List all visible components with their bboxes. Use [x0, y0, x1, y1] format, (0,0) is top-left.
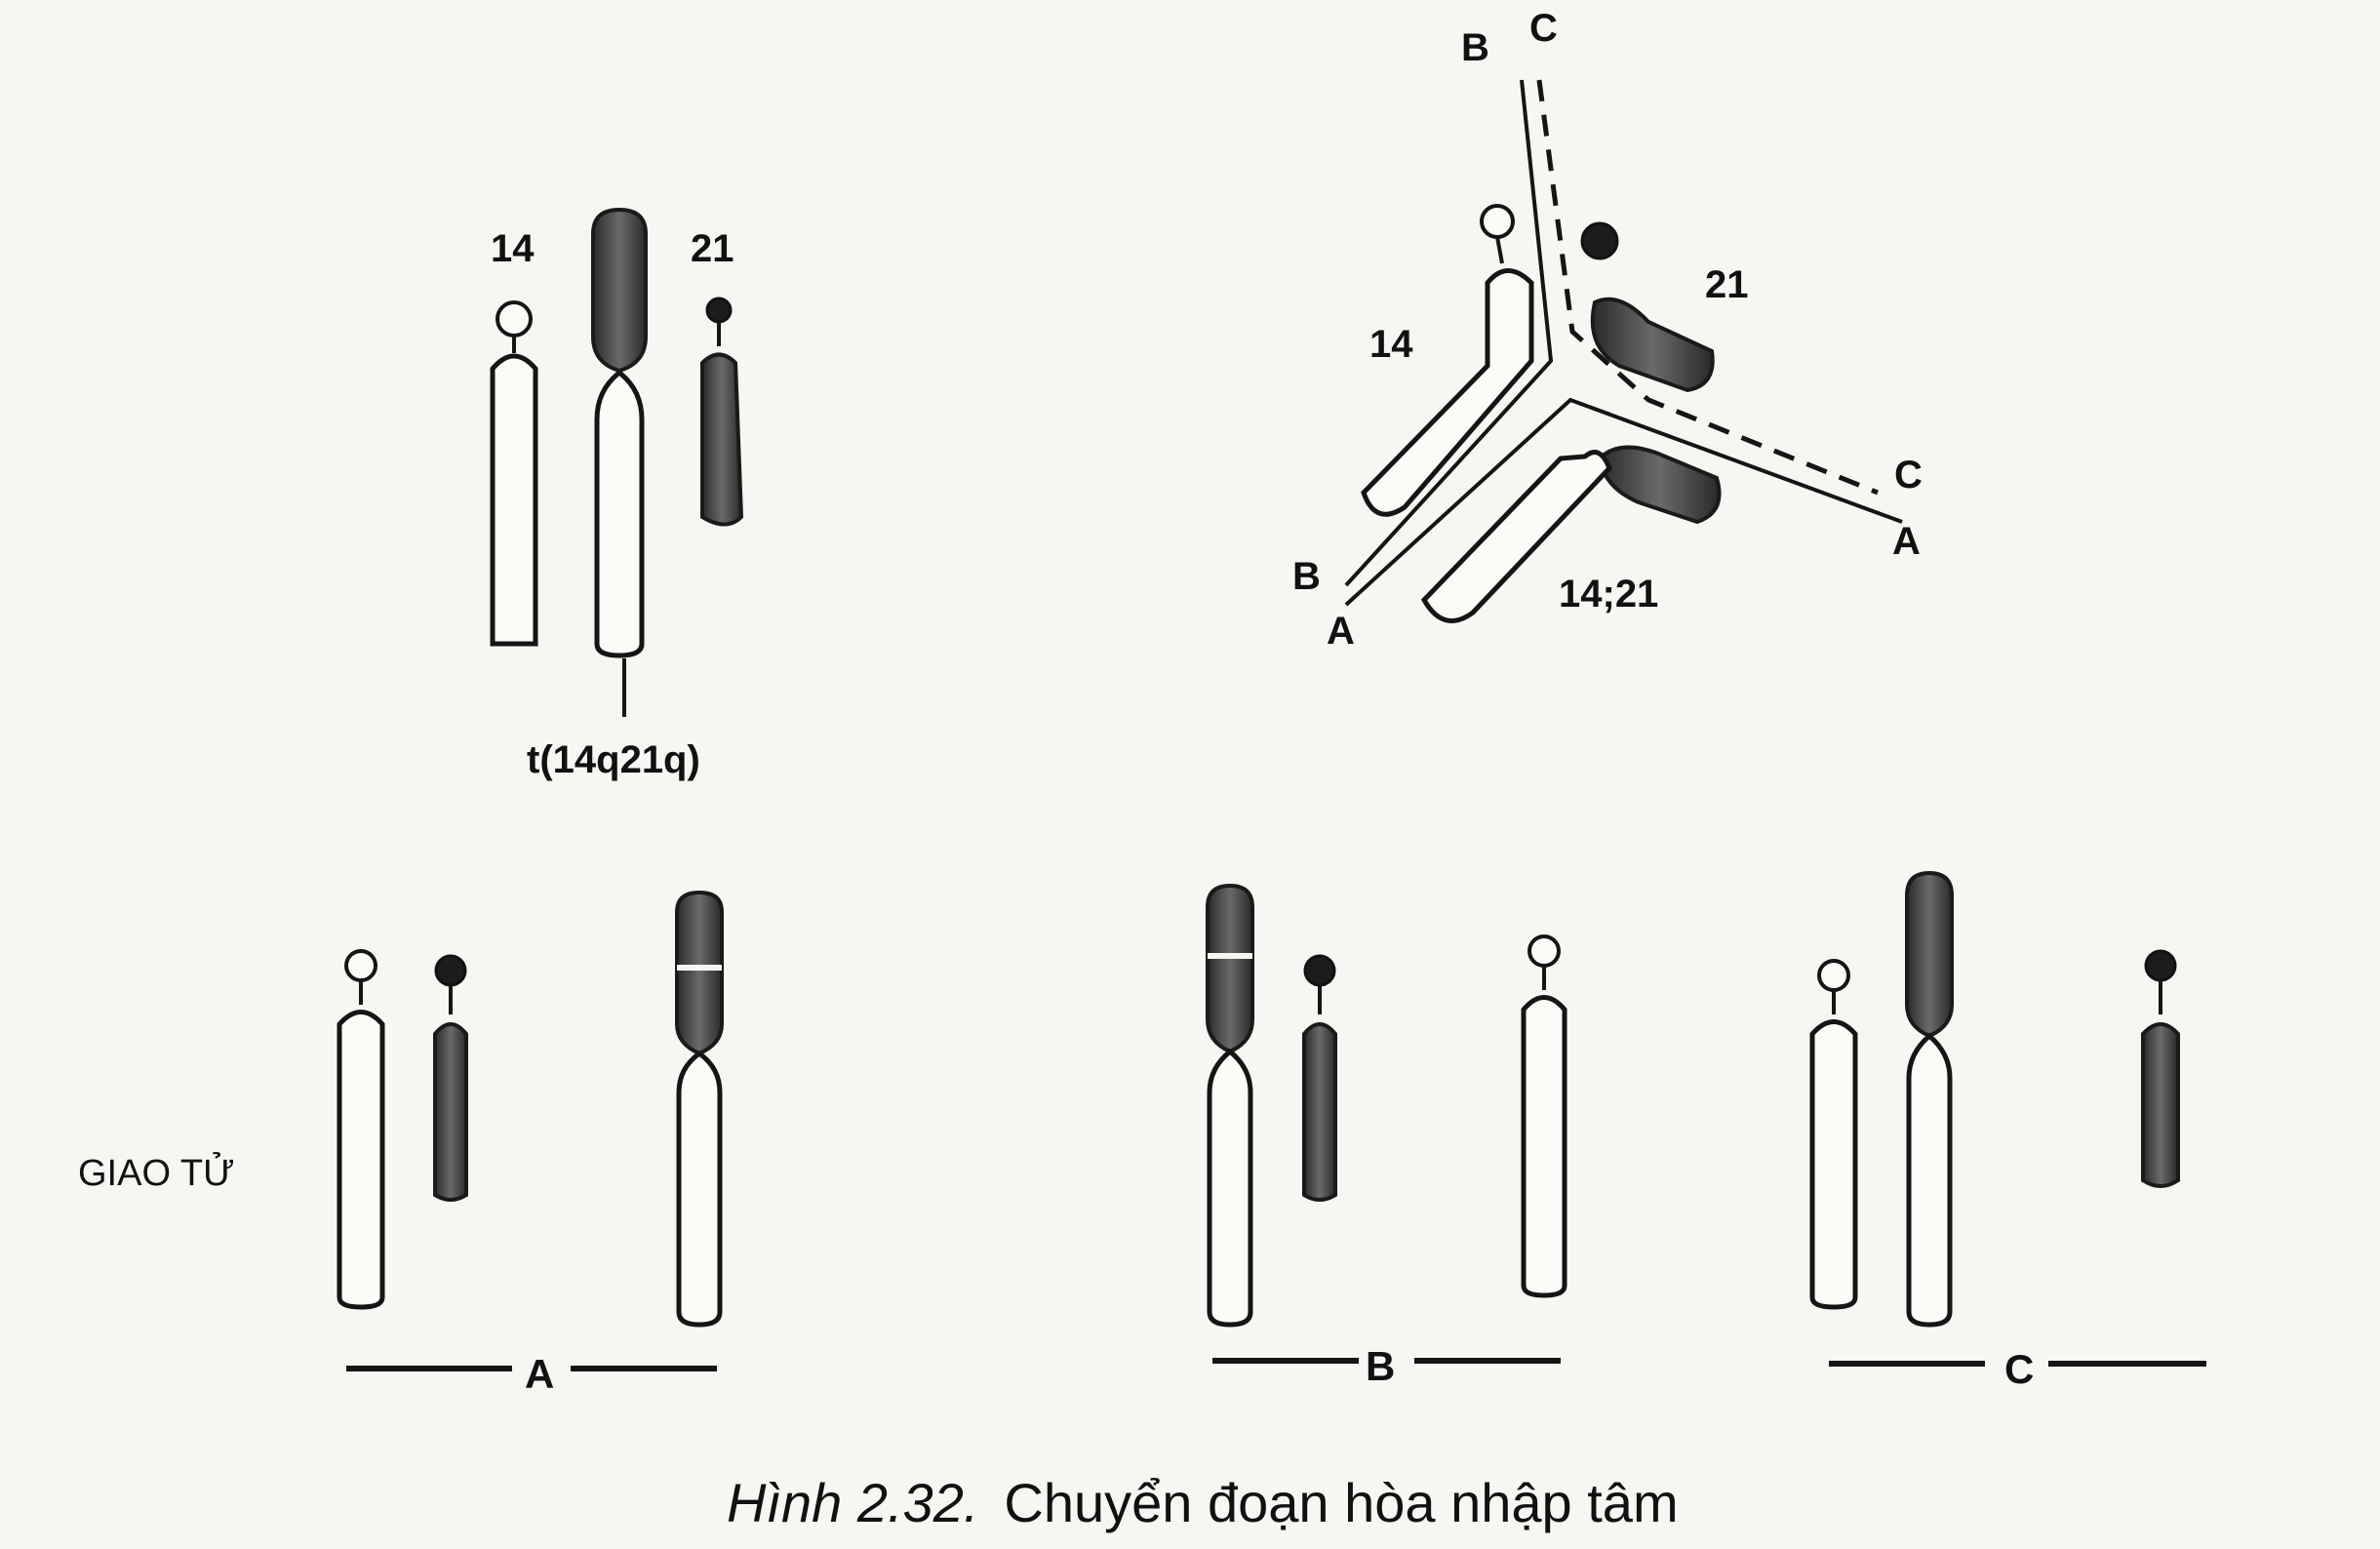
figure-caption: Hình 2.32. Chuyển đoạn hòa nhập tâm — [727, 1472, 1679, 1534]
label-pair-14-21: 14;21 — [1559, 573, 1658, 616]
label-translocation: t(14q21q) — [527, 738, 700, 781]
label-14: 14 — [491, 227, 535, 270]
paired-chromosome-14-21 — [1420, 445, 1722, 623]
caption-text: Chuyển đoạn hòa nhập tâm — [1004, 1472, 1678, 1533]
gamete-group-c: C — [1809, 870, 2206, 1392]
gamete-group-a: A — [337, 890, 724, 1397]
gamete-group-b: B — [1206, 883, 1567, 1389]
pairing-line-a — [1344, 397, 1903, 607]
end-label-top-b: B — [1461, 26, 1489, 69]
gamete-c-chromosome-21 — [2141, 949, 2180, 1188]
top-right-panel: 14 21 14;21 B C C A B A — [1292, 7, 1923, 653]
gamete-c-chromosome-14 — [1809, 959, 1858, 1310]
group-label-a: A — [525, 1351, 554, 1397]
end-label-right-a: A — [1892, 520, 1921, 563]
end-label-left-b: B — [1292, 555, 1321, 598]
pairing-line-b — [1344, 79, 1554, 587]
end-label-left-a: A — [1327, 610, 1355, 653]
gamete-b-chromosome-14 — [1521, 934, 1567, 1298]
group-label-b: B — [1366, 1343, 1395, 1389]
end-label-right-c: C — [1894, 454, 1923, 496]
chromosome-14 — [490, 300, 538, 647]
gamete-a-chromosome-14 — [337, 949, 385, 1310]
paired-chromosome-14 — [1361, 204, 1534, 517]
top-left-panel: 14 21 t(14q21q) — [490, 207, 744, 781]
paired-chromosome-21 — [1580, 221, 1715, 393]
group-label-c: C — [2004, 1346, 2034, 1392]
gamete-c-translocation-chromosome — [1905, 870, 1954, 1328]
gamete-a-translocation-chromosome — [675, 890, 724, 1328]
end-label-top-c: C — [1529, 7, 1558, 50]
translocation-chromosome — [591, 207, 648, 717]
caption-line: Hình 2.32. Chuyển đoạn hòa nhập tâm — [727, 1472, 1679, 1534]
gametes-row-label: GIAO TỬ — [78, 1151, 235, 1194]
gamete-a-chromosome-21 — [433, 954, 468, 1202]
chromosome-21 — [700, 297, 744, 527]
label-pair-14: 14 — [1369, 323, 1413, 366]
label-pair-21: 21 — [1705, 263, 1749, 306]
gamete-b-chromosome-21 — [1302, 954, 1337, 1202]
gamete-b-translocation-chromosome — [1206, 883, 1254, 1328]
caption-number: Hình 2.32. — [727, 1472, 978, 1533]
label-21: 21 — [691, 227, 734, 270]
